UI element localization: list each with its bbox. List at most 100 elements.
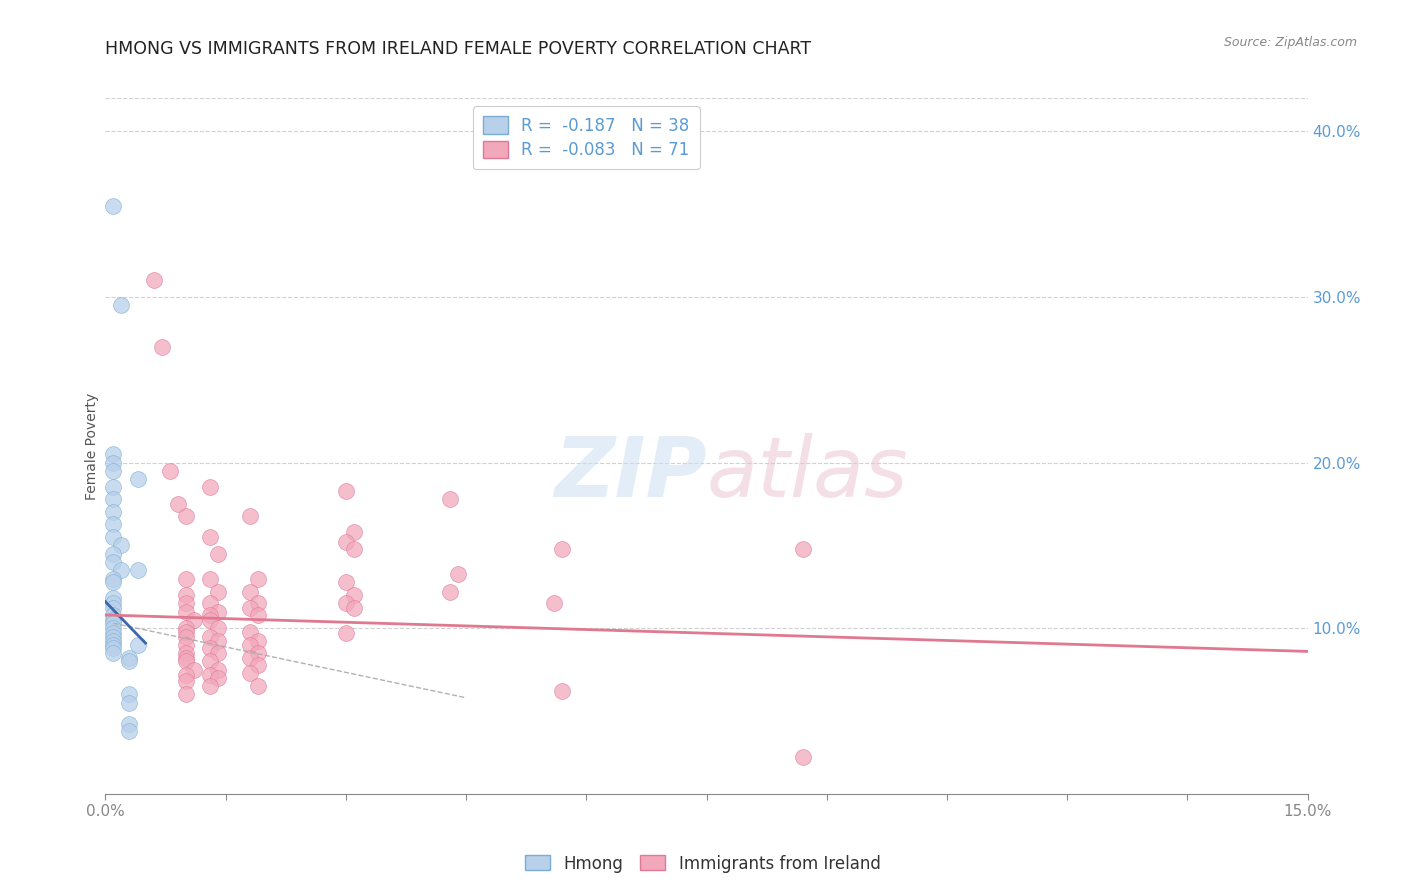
Text: ZIP: ZIP bbox=[554, 434, 707, 515]
Point bbox=[551, 684, 574, 698]
Point bbox=[174, 638, 197, 652]
Point bbox=[343, 525, 366, 540]
Point bbox=[103, 596, 125, 610]
Point bbox=[239, 601, 262, 615]
Point bbox=[103, 464, 125, 478]
Point bbox=[543, 596, 565, 610]
Point bbox=[207, 671, 229, 685]
Point bbox=[207, 634, 229, 648]
Point bbox=[118, 654, 141, 668]
Point bbox=[246, 646, 269, 660]
Legend: R =  -0.187   N = 38, R =  -0.083   N = 71: R = -0.187 N = 38, R = -0.083 N = 71 bbox=[472, 106, 700, 169]
Point bbox=[246, 634, 269, 648]
Point bbox=[246, 679, 269, 693]
Point bbox=[207, 663, 229, 677]
Point bbox=[103, 574, 125, 589]
Point bbox=[207, 621, 229, 635]
Point bbox=[103, 607, 125, 622]
Point bbox=[239, 665, 262, 680]
Point bbox=[103, 634, 125, 648]
Point bbox=[174, 588, 197, 602]
Point bbox=[198, 596, 221, 610]
Point bbox=[198, 679, 221, 693]
Point bbox=[335, 535, 357, 549]
Point bbox=[198, 480, 221, 494]
Point bbox=[207, 605, 229, 619]
Point bbox=[174, 630, 197, 644]
Point bbox=[118, 651, 141, 665]
Point bbox=[103, 621, 125, 635]
Point bbox=[103, 638, 125, 652]
Point bbox=[343, 588, 366, 602]
Point bbox=[246, 596, 269, 610]
Point bbox=[343, 601, 366, 615]
Point bbox=[103, 613, 125, 627]
Point bbox=[198, 613, 221, 627]
Point bbox=[174, 596, 197, 610]
Point bbox=[198, 641, 221, 656]
Point bbox=[103, 456, 125, 470]
Point bbox=[335, 574, 357, 589]
Point bbox=[343, 541, 366, 556]
Point bbox=[207, 547, 229, 561]
Point bbox=[127, 638, 149, 652]
Point bbox=[447, 566, 470, 581]
Point bbox=[110, 538, 132, 552]
Point bbox=[103, 630, 125, 644]
Point bbox=[166, 497, 188, 511]
Point bbox=[174, 621, 197, 635]
Point bbox=[174, 688, 197, 702]
Point bbox=[103, 616, 125, 631]
Point bbox=[246, 657, 269, 672]
Point bbox=[198, 572, 221, 586]
Point bbox=[239, 651, 262, 665]
Point bbox=[118, 688, 141, 702]
Point bbox=[118, 723, 141, 738]
Point bbox=[103, 447, 125, 461]
Point bbox=[439, 491, 461, 506]
Point bbox=[103, 572, 125, 586]
Point bbox=[239, 584, 262, 599]
Point bbox=[103, 591, 125, 606]
Point bbox=[239, 508, 262, 523]
Point bbox=[335, 483, 357, 498]
Text: Source: ZipAtlas.com: Source: ZipAtlas.com bbox=[1223, 36, 1357, 49]
Point bbox=[198, 530, 221, 544]
Point bbox=[142, 273, 165, 287]
Point bbox=[207, 584, 229, 599]
Point bbox=[174, 605, 197, 619]
Point bbox=[174, 654, 197, 668]
Text: HMONG VS IMMIGRANTS FROM IRELAND FEMALE POVERTY CORRELATION CHART: HMONG VS IMMIGRANTS FROM IRELAND FEMALE … bbox=[105, 40, 811, 58]
Y-axis label: Female Poverty: Female Poverty bbox=[84, 392, 98, 500]
Point bbox=[110, 298, 132, 312]
Point bbox=[103, 199, 125, 213]
Point bbox=[335, 596, 357, 610]
Point bbox=[174, 508, 197, 523]
Point bbox=[198, 630, 221, 644]
Point bbox=[118, 696, 141, 710]
Point bbox=[103, 641, 125, 656]
Point bbox=[198, 667, 221, 681]
Point bbox=[174, 674, 197, 689]
Point bbox=[183, 663, 205, 677]
Point bbox=[127, 472, 149, 486]
Point bbox=[103, 555, 125, 569]
Point bbox=[183, 613, 205, 627]
Point bbox=[551, 541, 574, 556]
Point bbox=[103, 505, 125, 519]
Point bbox=[174, 667, 197, 681]
Point bbox=[239, 638, 262, 652]
Point bbox=[246, 607, 269, 622]
Point bbox=[118, 717, 141, 731]
Point bbox=[239, 624, 262, 639]
Point bbox=[103, 646, 125, 660]
Point bbox=[792, 750, 814, 764]
Point bbox=[103, 626, 125, 640]
Point bbox=[127, 563, 149, 577]
Point bbox=[174, 646, 197, 660]
Point bbox=[103, 547, 125, 561]
Point bbox=[207, 646, 229, 660]
Point bbox=[150, 340, 173, 354]
Point bbox=[103, 491, 125, 506]
Text: atlas: atlas bbox=[707, 434, 908, 515]
